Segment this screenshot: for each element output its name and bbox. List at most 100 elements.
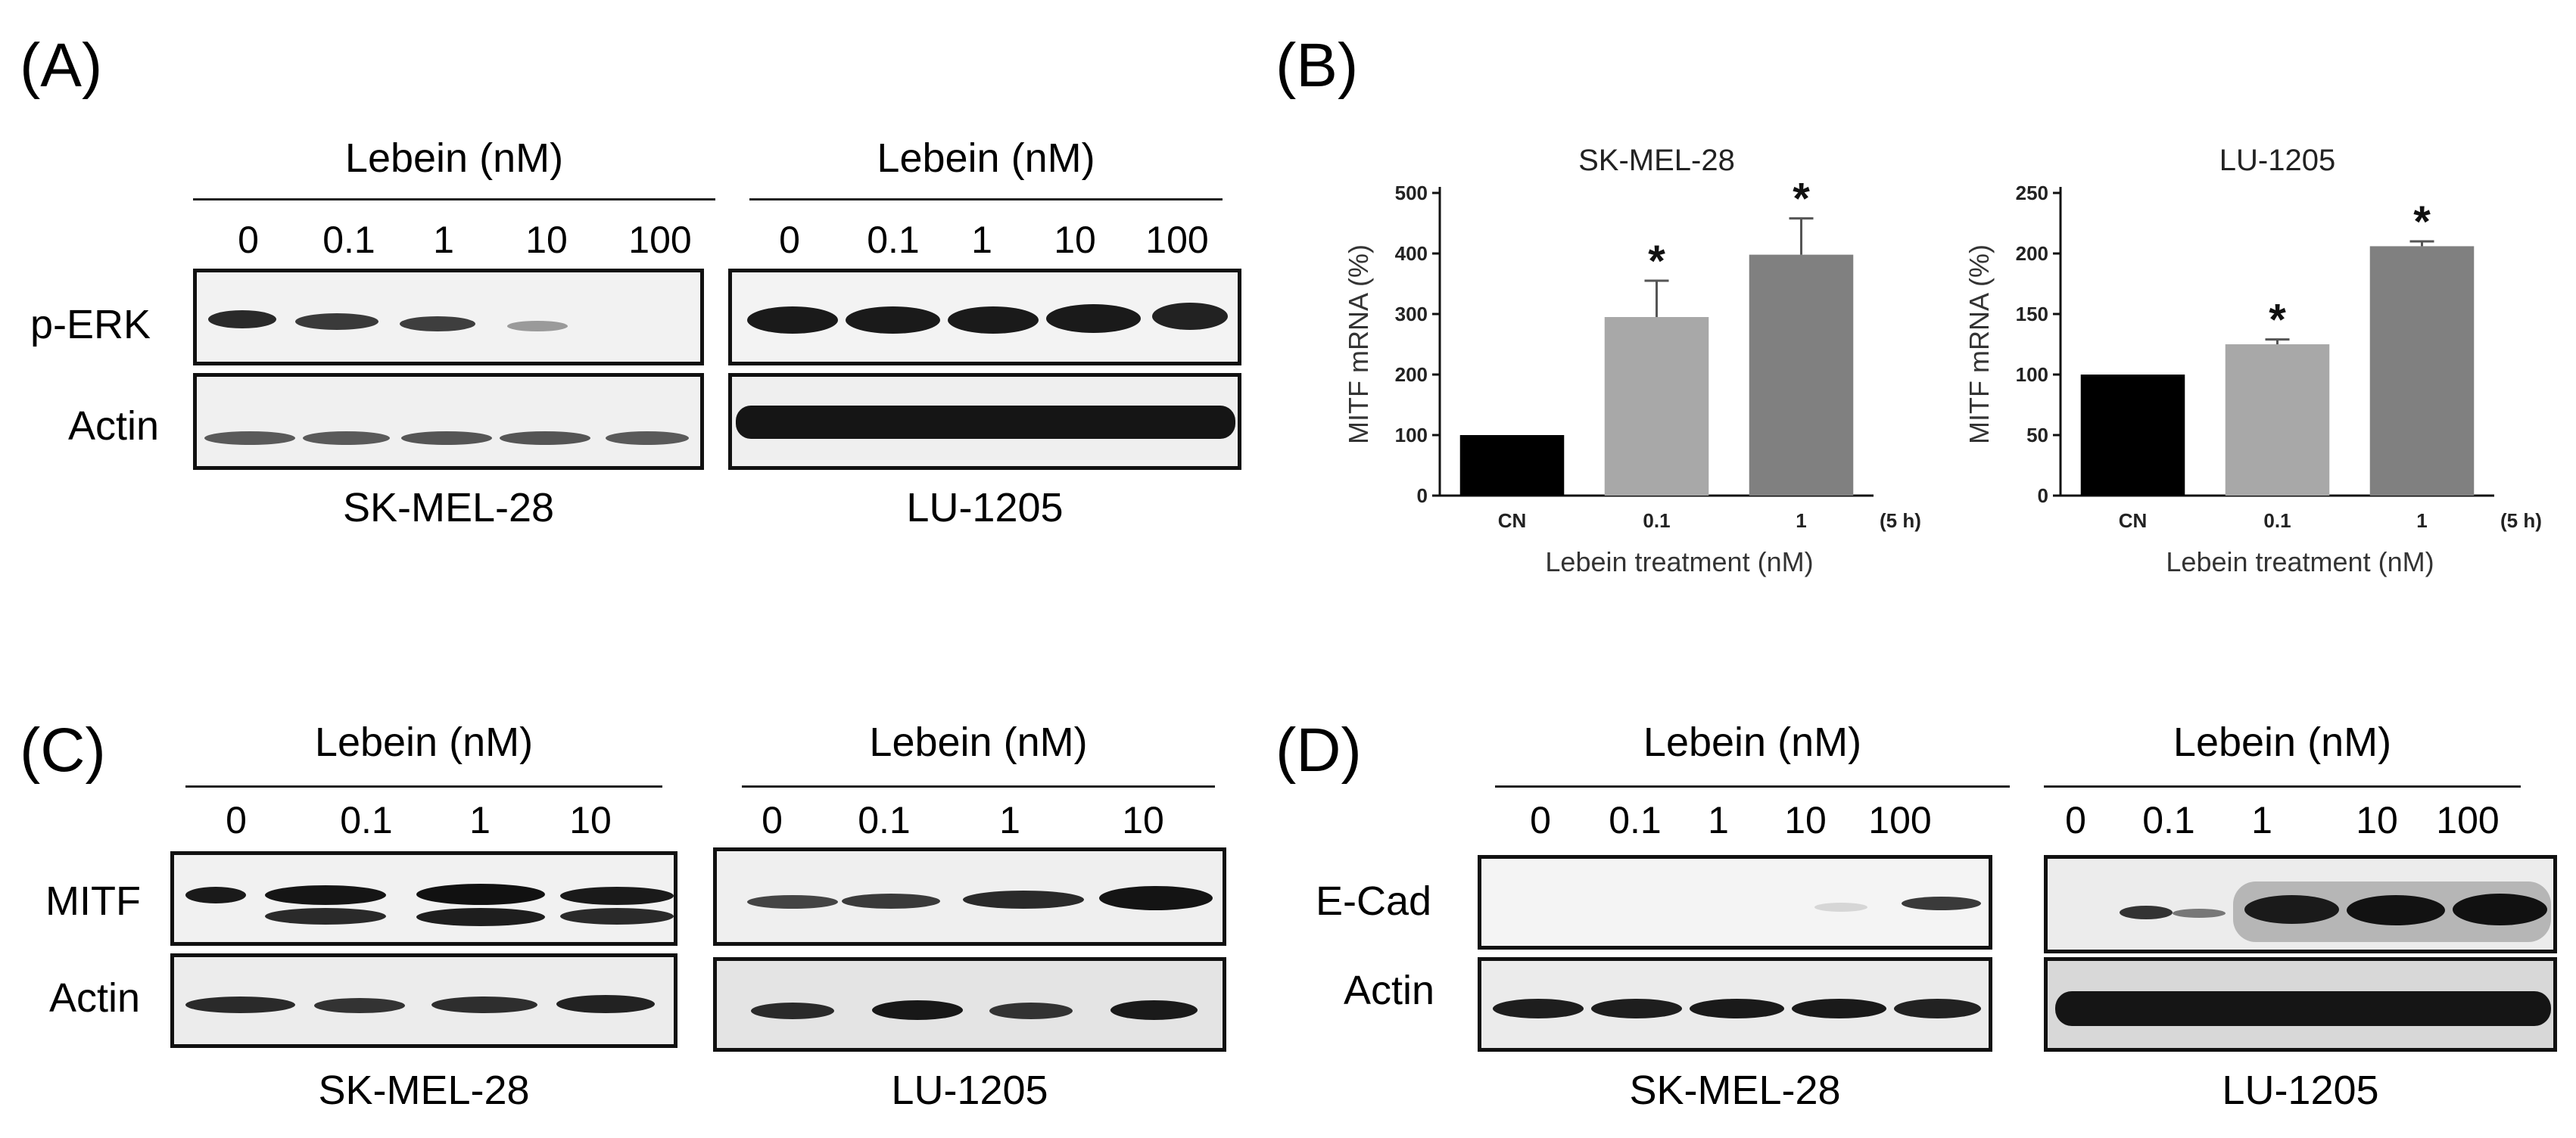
- conc-label: 1: [1708, 799, 1729, 841]
- bar: [1604, 317, 1709, 496]
- cell-line-a-left: SK-MEL-28: [342, 485, 555, 530]
- bar: [2369, 246, 2475, 496]
- blot-a-left-perk: [193, 269, 704, 365]
- band: [846, 306, 940, 334]
- conc-label: 100: [1868, 799, 1932, 841]
- blot-d-left-ecad: [1478, 855, 1992, 950]
- band: [416, 884, 545, 905]
- band: [872, 1000, 963, 1020]
- conc-label: 1: [971, 219, 992, 261]
- x-axis-label: Lebein treatment (nM): [1545, 546, 1813, 577]
- conc-label: 10: [569, 799, 612, 841]
- panel-label-a: (A): [20, 31, 103, 100]
- band: [400, 316, 475, 331]
- band: [1046, 304, 1141, 333]
- band: [265, 885, 386, 905]
- band: [842, 894, 940, 909]
- band: [500, 431, 590, 445]
- bar: [1749, 254, 1854, 496]
- panel-label-d: (D): [1276, 716, 1362, 785]
- conc-label: 1: [469, 799, 491, 841]
- conc-label: 0: [238, 219, 259, 261]
- blot-c-left-mitf: [170, 851, 677, 946]
- time-label: (5 h): [2500, 509, 2542, 532]
- conc-label: 10: [1054, 219, 1096, 261]
- band: [736, 406, 1235, 439]
- band: [560, 887, 674, 905]
- band: [606, 431, 689, 445]
- conc-label: 0.1: [340, 799, 393, 841]
- band: [303, 431, 390, 445]
- conc-label: 0: [1530, 799, 1551, 841]
- chart-title: SK-MEL-28: [1578, 144, 1735, 177]
- band: [2453, 894, 2547, 925]
- bar: [2080, 375, 2185, 496]
- panel-label-c: (C): [20, 716, 106, 785]
- band: [1099, 886, 1213, 910]
- blot-a-right-actin: [728, 373, 1241, 470]
- band: [507, 321, 568, 331]
- band: [208, 310, 276, 328]
- band: [401, 431, 492, 445]
- bar: [1459, 435, 1565, 496]
- x-tick-label: CN: [2119, 509, 2148, 532]
- y-tick-label: 150: [2016, 303, 2048, 325]
- row-label-ecad: E-Cad: [1316, 878, 1432, 924]
- y-tick-label: 100: [2016, 363, 2048, 386]
- band: [989, 1003, 1073, 1019]
- x-axis-label: Lebein treatment (nM): [2166, 546, 2434, 577]
- conc-label: 0.1: [867, 219, 920, 261]
- band: [185, 887, 246, 903]
- cell-line-d-right: LU-1205: [2222, 1068, 2379, 1113]
- header-line-a-left: [193, 198, 715, 201]
- conc-label: 0.1: [322, 219, 375, 261]
- conc-label: 1: [2251, 799, 2272, 841]
- blot-d-right-actin: [2044, 957, 2557, 1052]
- row-label-perk: p-ERK: [30, 302, 151, 347]
- panel-label-b: (B): [1276, 31, 1359, 100]
- cell-line-d-left: SK-MEL-28: [1629, 1068, 1841, 1113]
- header-d-left: Lebein (nM): [1643, 720, 1862, 765]
- band: [416, 908, 545, 926]
- conc-label: 10: [525, 219, 568, 261]
- x-tick-label: 1: [2416, 509, 2427, 532]
- band: [2173, 909, 2226, 918]
- conc-label: 0.1: [1609, 799, 1662, 841]
- blot-a-right-perk: [728, 269, 1241, 365]
- cell-line-c-left: SK-MEL-28: [318, 1068, 530, 1113]
- conc-label: 100: [1145, 219, 1209, 261]
- band: [1814, 903, 1867, 912]
- time-label: (5 h): [1880, 509, 1921, 532]
- header-line-c-right: [742, 785, 1215, 788]
- y-tick-label: 0: [1417, 484, 1428, 507]
- y-tick-label: 0: [2038, 484, 2048, 507]
- header-line-d-left: [1495, 785, 2010, 788]
- band: [751, 1003, 834, 1019]
- band: [2347, 895, 2445, 925]
- y-axis-label: MITF mRNA (%): [1343, 244, 1374, 444]
- band: [1690, 999, 1784, 1018]
- cell-line-a-right: LU-1205: [906, 485, 1064, 530]
- blot-d-right-ecad: [2044, 855, 2557, 953]
- significance-marker: *: [2269, 296, 2286, 345]
- header-line-a-right: [749, 198, 1223, 201]
- band: [2244, 895, 2339, 924]
- conc-label: 0.1: [858, 799, 911, 841]
- blot-c-right-mitf: [713, 847, 1226, 946]
- conc-label: 0: [2065, 799, 2086, 841]
- conc-label: 10: [2356, 799, 2398, 841]
- band: [1902, 897, 1981, 910]
- row-label-mitf: MITF: [45, 878, 141, 924]
- chart-sk-mel-28: SK-MEL-28 0 100 200 300 400 500 MITF mRNA (%) CN…: [1343, 144, 1921, 577]
- band: [1152, 303, 1228, 330]
- conc-label: 100: [628, 219, 692, 261]
- blot-a-left-actin: [193, 373, 704, 470]
- y-tick-label: 250: [2016, 182, 2048, 204]
- conc-label: 0: [762, 799, 783, 841]
- header-a-right: Lebein (nM): [877, 135, 1095, 181]
- significance-marker: *: [1793, 175, 1810, 224]
- band: [431, 997, 537, 1013]
- significance-marker: *: [1648, 237, 1665, 286]
- header-d-right: Lebein (nM): [2173, 720, 2392, 765]
- x-tick-label: 1: [1796, 509, 1806, 532]
